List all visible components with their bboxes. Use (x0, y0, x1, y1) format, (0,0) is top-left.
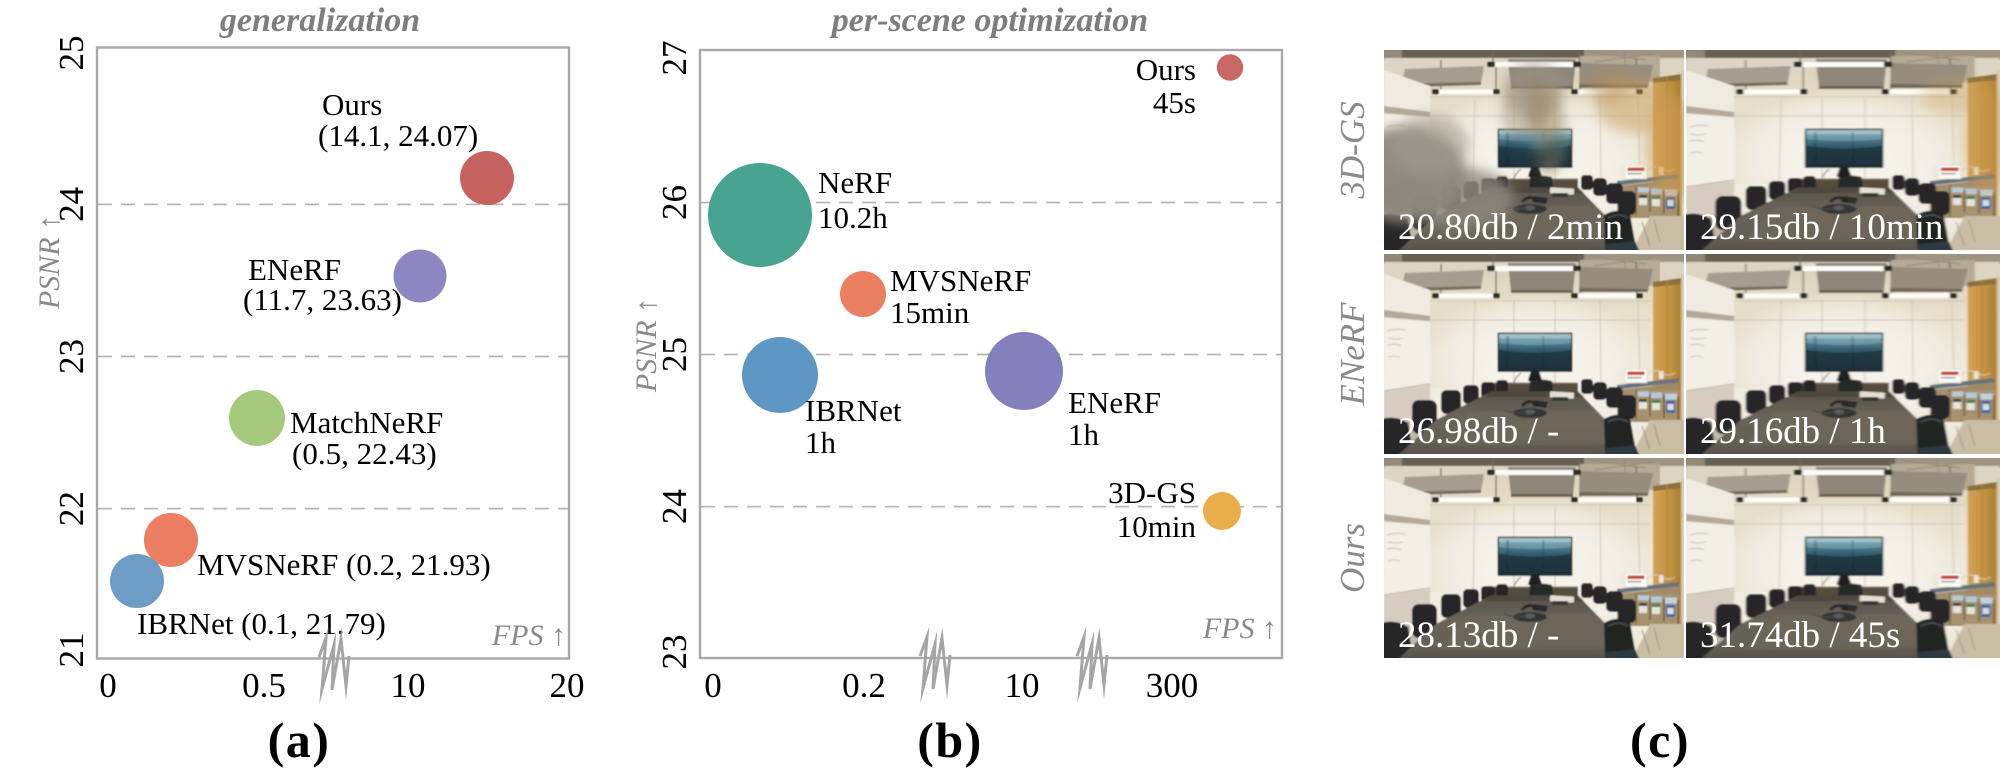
svg-text:10: 10 (391, 666, 426, 705)
svg-text:1h: 1h (805, 425, 837, 460)
svg-text:IBRNet (0.1, 21.79): IBRNet (0.1, 21.79) (137, 606, 386, 641)
svg-text:23: 23 (52, 339, 91, 374)
svg-text:IBRNet: IBRNet (805, 393, 902, 428)
svg-text:ENeRF: ENeRF (1333, 302, 1372, 407)
svg-text:MVSNeRF (0.2, 21.93): MVSNeRF (0.2, 21.93) (197, 547, 491, 582)
svg-text:MatchNeRF: MatchNeRF (290, 405, 443, 440)
svg-text:25: 25 (655, 337, 694, 372)
svg-text:0.5: 0.5 (242, 666, 286, 705)
svg-text:0: 0 (99, 666, 117, 705)
svg-text:22: 22 (52, 491, 91, 526)
svg-text:21: 21 (52, 633, 91, 668)
svg-text:20: 20 (550, 666, 585, 705)
svg-text:0: 0 (704, 666, 722, 705)
svg-text:generalization: generalization (219, 2, 420, 39)
svg-text:27: 27 (655, 41, 694, 76)
svg-text:28.13db / -: 28.13db / - (1398, 615, 1559, 656)
svg-text:FPS ↑: FPS ↑ (491, 619, 566, 652)
svg-text:25: 25 (52, 36, 91, 71)
svg-text:Ours: Ours (1333, 523, 1372, 593)
svg-text:24: 24 (52, 187, 91, 222)
svg-text:3D-GS: 3D-GS (1108, 475, 1196, 510)
svg-text:15min: 15min (890, 295, 970, 330)
svg-text:NeRF: NeRF (818, 165, 892, 200)
svg-text:(0.5, 22.43): (0.5, 22.43) (292, 436, 437, 471)
svg-text:26.98db / -: 26.98db / - (1398, 411, 1559, 452)
svg-text:per-scene optimization: per-scene optimization (829, 2, 1148, 39)
svg-text:10min: 10min (1117, 509, 1197, 544)
svg-text:MVSNeRF: MVSNeRF (890, 263, 1031, 298)
svg-text:300: 300 (1146, 666, 1199, 705)
svg-text:PSNR ↑: PSNR ↑ (630, 298, 663, 393)
svg-text:1h: 1h (1068, 417, 1100, 452)
svg-text:PSNR ↑: PSNR ↑ (33, 215, 66, 310)
svg-text:(a): (a) (268, 712, 331, 768)
svg-text:20.80db / 2min: 20.80db / 2min (1398, 207, 1623, 248)
svg-text:45s: 45s (1153, 85, 1196, 120)
svg-text:0.2: 0.2 (842, 666, 886, 705)
svg-text:FPS ↑: FPS ↑ (1202, 612, 1277, 645)
svg-text:Ours: Ours (322, 87, 382, 122)
svg-text:26: 26 (655, 185, 694, 220)
svg-text:ENeRF: ENeRF (1068, 385, 1161, 420)
svg-text:23: 23 (655, 635, 694, 670)
svg-text:31.74db / 45s: 31.74db / 45s (1700, 615, 1900, 656)
svg-text:10.2h: 10.2h (818, 200, 888, 235)
svg-text:(14.1, 24.07): (14.1, 24.07) (318, 118, 478, 153)
svg-text:ENeRF: ENeRF (248, 252, 341, 287)
svg-text:10: 10 (1005, 666, 1040, 705)
svg-text:(c): (c) (1630, 712, 1690, 768)
svg-text:29.15db / 10min: 29.15db / 10min (1700, 207, 1943, 248)
svg-text:(b): (b) (917, 712, 983, 768)
svg-text:24: 24 (655, 489, 694, 524)
svg-text:29.16db / 1h: 29.16db / 1h (1700, 411, 1886, 452)
svg-text:Ours: Ours (1136, 52, 1196, 87)
svg-text:(11.7, 23.63): (11.7, 23.63) (243, 282, 402, 317)
svg-text:3D-GS: 3D-GS (1333, 101, 1372, 199)
